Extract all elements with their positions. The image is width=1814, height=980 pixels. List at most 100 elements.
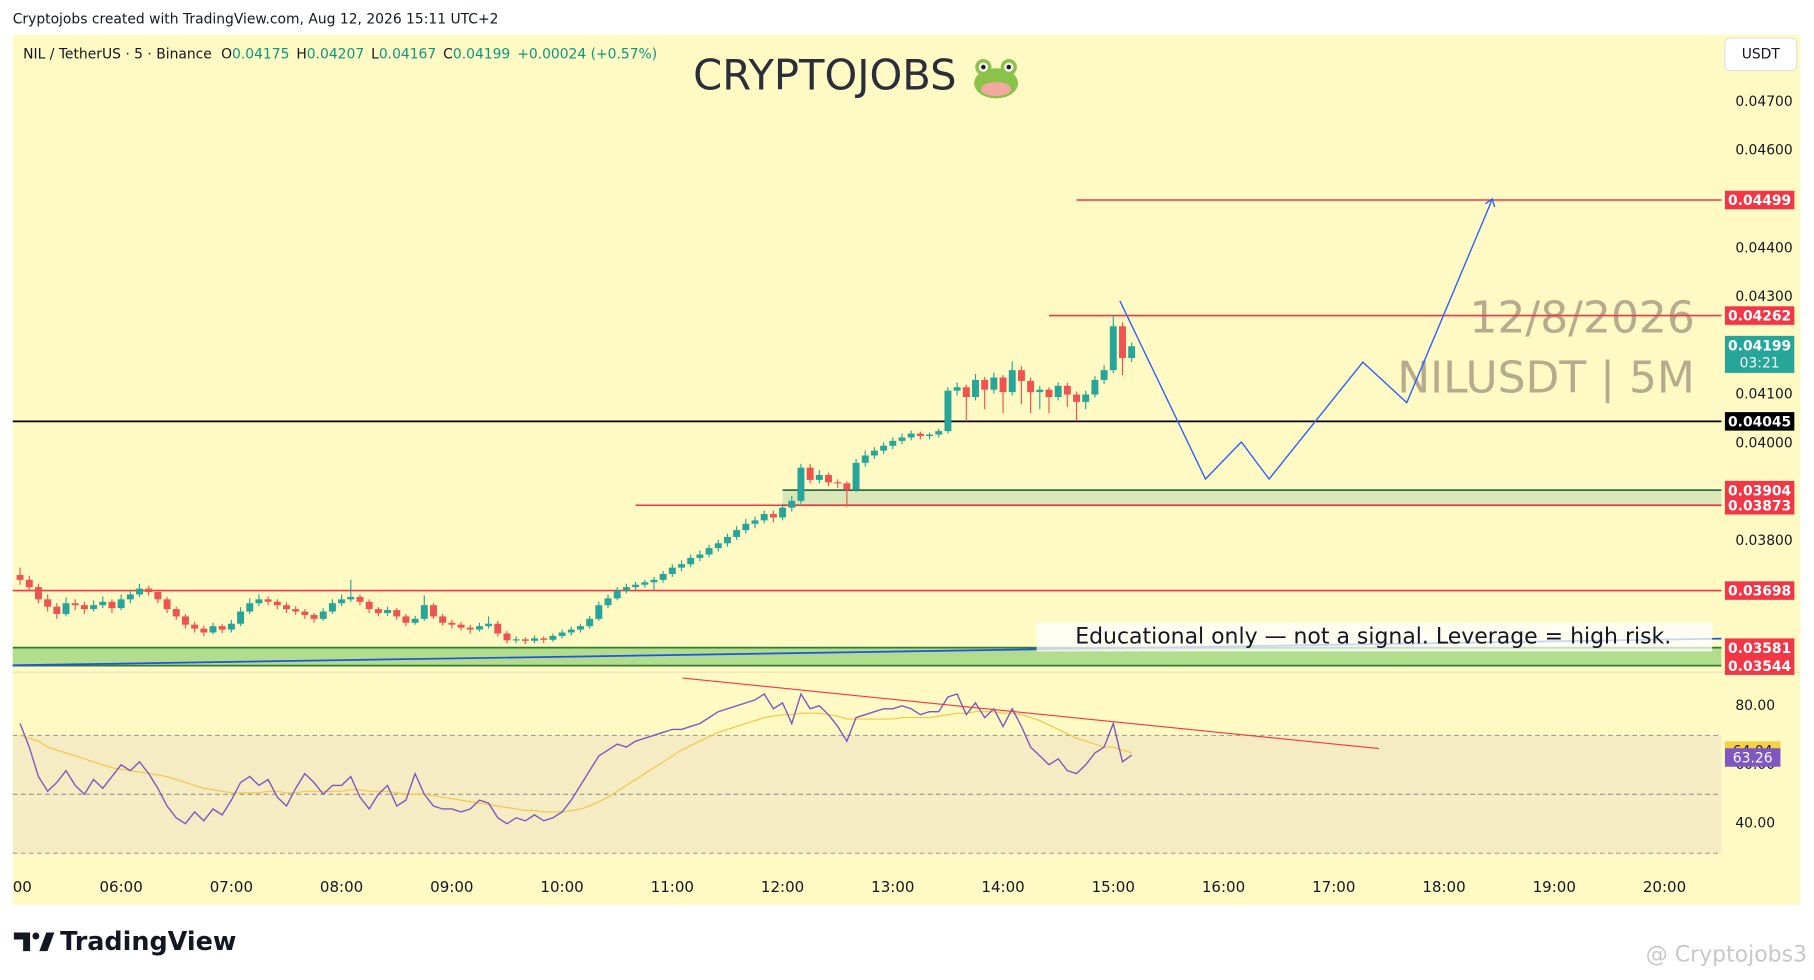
credit: @ Cryptojobs3 xyxy=(1646,943,1807,968)
candle-body xyxy=(907,433,915,438)
candle-body xyxy=(34,587,42,600)
price-label: 0.04262 xyxy=(1728,309,1791,325)
candle-body xyxy=(889,440,897,446)
y-tick-label: 0.04100 xyxy=(1735,387,1792,403)
x-tick-label: 15:00 xyxy=(1092,878,1135,896)
candle-body xyxy=(301,611,309,615)
candle-body xyxy=(797,467,805,501)
candle-body xyxy=(852,462,860,490)
candle-body xyxy=(926,434,934,436)
candle-body xyxy=(953,387,961,391)
candle-body xyxy=(365,601,373,610)
candle-body xyxy=(521,639,529,641)
candle-body xyxy=(779,507,787,518)
candle-body xyxy=(632,584,640,588)
candle-body xyxy=(531,638,539,641)
candle-body xyxy=(898,437,906,441)
candle-body xyxy=(650,579,658,583)
legend-value: 0.04207 xyxy=(307,46,364,62)
candle-body xyxy=(1045,389,1053,397)
candle-body xyxy=(788,500,796,508)
candle-body xyxy=(154,592,162,600)
candle-body xyxy=(1091,379,1099,395)
symbol: NIL / TetherUS · 5 · Binance xyxy=(23,46,212,62)
candle-body xyxy=(126,594,134,600)
watermark: 12/8/2026 xyxy=(1469,292,1694,343)
header: Cryptojobs created with TradingView.com,… xyxy=(13,12,499,28)
candle-body xyxy=(613,590,621,599)
candle-body xyxy=(1008,370,1016,393)
price-label-box xyxy=(1724,480,1795,500)
candle-body xyxy=(733,530,741,537)
candle-body xyxy=(25,579,33,588)
price-label: 0.03544 xyxy=(1728,659,1792,675)
candle-body xyxy=(255,599,263,604)
candle-body xyxy=(705,548,713,555)
candle-body xyxy=(512,639,520,641)
x-tick-label: 10:00 xyxy=(540,878,583,896)
candle-body xyxy=(200,628,208,633)
candle-body xyxy=(843,483,851,490)
candle-body xyxy=(374,609,382,613)
price-label-box xyxy=(1724,656,1795,675)
candle-body xyxy=(347,596,355,600)
frog-icon xyxy=(974,59,1019,99)
candle-body xyxy=(981,379,989,390)
candle-body xyxy=(1017,370,1025,381)
candle-body xyxy=(16,574,24,580)
candle-body xyxy=(769,514,777,518)
candle-body xyxy=(80,605,88,610)
candle-body xyxy=(393,610,401,617)
candle-body xyxy=(880,445,888,451)
rsi-value-box xyxy=(1724,748,1781,767)
candle-body xyxy=(540,638,548,640)
candle-body xyxy=(714,543,722,549)
candle-body xyxy=(384,610,392,613)
axes: 0.04700 0.04600 0.04400 0.04300 0.04100 0.040… xyxy=(13,94,1795,896)
x-tick-label: 17:00 xyxy=(1312,878,1355,896)
candle-body xyxy=(227,623,235,630)
candle-body xyxy=(457,624,465,628)
y-tick-label: 0.04300 xyxy=(1735,289,1792,305)
candle-body xyxy=(668,567,676,574)
candle-body xyxy=(402,616,410,623)
rsi-tick-label: 80.00 xyxy=(1735,698,1775,714)
x-tick-label: 07:00 xyxy=(210,878,253,896)
legend-key: O xyxy=(221,46,232,62)
candles xyxy=(16,315,1136,645)
candle-body xyxy=(90,605,98,610)
candle-body xyxy=(264,599,272,602)
projection-arrow xyxy=(1485,197,1496,208)
rsi-value: 63.26 xyxy=(1733,751,1773,767)
candle-body xyxy=(117,599,125,609)
candle-body xyxy=(622,587,630,591)
symbol-legend: NIL / TetherUS · 5 · Binance O0.04175 H0.0… xyxy=(23,46,657,62)
candle-body xyxy=(1109,326,1117,371)
candle-body xyxy=(972,379,979,397)
rsi-line xyxy=(19,711,1132,813)
candle-body xyxy=(870,450,878,456)
candle-body xyxy=(163,599,171,610)
candle-body xyxy=(641,582,649,585)
price-label: 0.04499 xyxy=(1728,193,1791,209)
candle-body xyxy=(62,603,70,614)
candle-body xyxy=(108,601,116,609)
candle-body xyxy=(1036,389,1044,393)
candle-body xyxy=(825,475,832,483)
price-label-box xyxy=(1724,412,1795,431)
projection-path xyxy=(1119,198,1494,481)
legend-key: H xyxy=(296,46,306,62)
candle-body xyxy=(283,605,290,610)
tv-logo xyxy=(13,932,55,952)
x-tick-label: 08:00 xyxy=(320,878,363,896)
currency-button[interactable] xyxy=(1724,37,1798,72)
candle-body xyxy=(604,598,612,606)
candle-body xyxy=(53,606,61,614)
candle-body xyxy=(834,482,842,484)
candle-body xyxy=(494,623,502,634)
candle-body xyxy=(760,514,768,521)
candle-body xyxy=(209,626,217,633)
candle-body xyxy=(172,609,180,617)
candle-body xyxy=(586,618,594,627)
